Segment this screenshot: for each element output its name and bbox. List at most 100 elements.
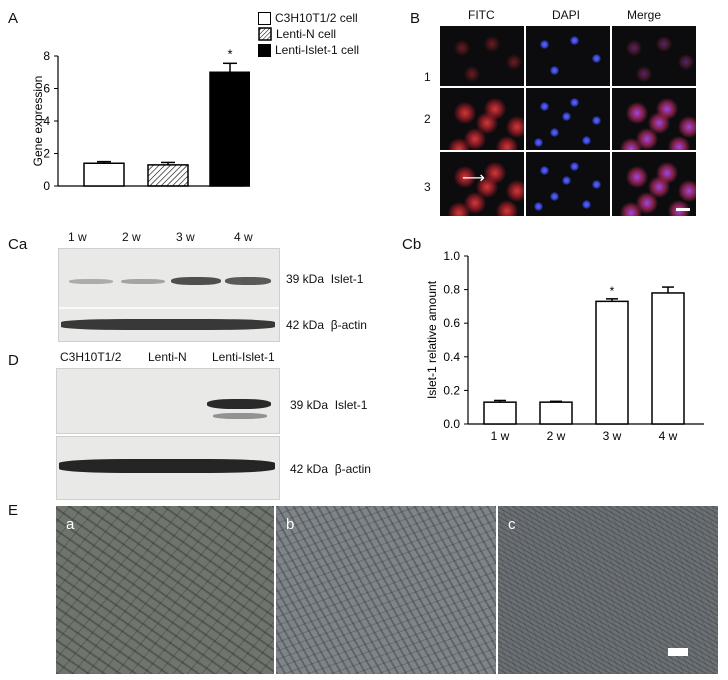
lane-label-c3h: C3H10T1/2 — [60, 350, 122, 364]
x-tick-label: 4 w — [659, 429, 678, 443]
lane-label-2w: 2 w — [122, 230, 141, 244]
nucleus — [534, 202, 543, 211]
nucleus — [582, 136, 591, 145]
cell — [678, 116, 696, 138]
cell — [476, 112, 498, 134]
blot-ca — [58, 248, 280, 342]
brightfield-image-a — [56, 506, 274, 674]
y-tick-label: 1.0 — [443, 249, 460, 263]
cell — [620, 202, 642, 216]
y-tick-label: 4 — [43, 114, 50, 128]
cell — [484, 36, 500, 52]
panel-label-d: D — [8, 352, 19, 369]
bar — [651, 292, 685, 425]
brightfield-image-b — [276, 506, 496, 674]
cell — [448, 138, 470, 150]
kda-value: 42 kDa — [286, 318, 325, 332]
nucleus — [562, 176, 571, 185]
band-islet-2w — [121, 279, 165, 284]
legend-swatch-hatch — [258, 27, 272, 41]
x-tick-label: 2 w — [547, 429, 566, 443]
cell — [464, 192, 486, 214]
significance-marker: * — [227, 46, 232, 61]
scale-bar-e — [668, 648, 688, 656]
fluor-tile-fitc-row2 — [440, 88, 524, 150]
fluor-tile-dapi-row3 — [526, 152, 610, 216]
y-tick-label: 0 — [43, 179, 50, 193]
row-label-1: 1 — [424, 70, 431, 84]
col-label-dapi: DAPI — [552, 8, 581, 22]
cell — [668, 136, 690, 150]
fluor-tile-merge-row2 — [612, 88, 696, 150]
cell — [506, 180, 524, 202]
lane-label-lenti-islet: Lenti-Islet-1 — [212, 350, 275, 364]
col-label-fitc: FITC — [468, 8, 495, 22]
y-tick-label: 8 — [43, 49, 50, 63]
kda-value: 39 kDa — [290, 398, 329, 412]
y-axis-label: Islet-1 relative amount — [425, 280, 439, 399]
fluor-tile-fitc-row3: ⟶ — [440, 152, 524, 216]
bar — [147, 164, 189, 187]
nucleus — [540, 40, 549, 49]
y-tick-label: 0.0 — [443, 417, 460, 431]
panel-label-ca: Ca — [8, 236, 28, 253]
cell — [626, 40, 642, 56]
cell — [506, 116, 524, 138]
nucleus — [592, 180, 601, 189]
lane-label-3w: 3 w — [176, 230, 195, 244]
legend-label: C3H10T1/2 cell — [275, 11, 358, 25]
fluor-tile-merge-row3 — [612, 152, 696, 216]
band-islet-1w — [69, 279, 113, 284]
lane-label-1w: 1 w — [68, 230, 87, 244]
legend-label: Lenti-Islet-1 cell — [275, 43, 360, 57]
cell — [506, 54, 522, 70]
cell — [656, 36, 672, 52]
band-islet-3w — [171, 277, 221, 285]
cell — [678, 54, 694, 70]
kda-label-islet-ca: 39 kDa Islet-1 — [286, 272, 363, 286]
nucleus — [550, 128, 559, 137]
y-tick-label: 0.2 — [443, 383, 460, 397]
y-tick-label: 2 — [43, 147, 50, 161]
legend-item-lenti-islet: Lenti-Islet-1 cell — [258, 42, 398, 58]
protein-name: Islet-1 — [330, 272, 364, 286]
blot-d-actin — [56, 436, 280, 500]
cell — [678, 180, 696, 202]
panel-label-e: E — [8, 502, 19, 519]
significance-marker: * — [610, 284, 615, 298]
cell — [454, 102, 476, 124]
scale-bar-b — [676, 208, 690, 211]
row-label-2: 2 — [424, 112, 431, 126]
nucleus — [540, 166, 549, 175]
y-tick-label: 0.8 — [443, 283, 460, 297]
fluor-tile-dapi-row2 — [526, 88, 610, 150]
cell — [648, 112, 670, 134]
arrow-icon: ⟶ — [462, 168, 485, 187]
bar — [83, 162, 125, 187]
protein-name: β-actin — [330, 318, 367, 332]
fluor-tile-merge-row1 — [612, 26, 696, 86]
panel-label-cb: Cb — [402, 236, 422, 253]
nucleus — [534, 138, 543, 147]
brightfield-image-c — [498, 506, 718, 674]
nucleus — [570, 162, 579, 171]
row-label-3: 3 — [424, 180, 431, 194]
blot-divider — [59, 307, 279, 309]
cell — [626, 166, 648, 188]
cell — [476, 176, 498, 198]
bar — [209, 71, 250, 187]
nucleus — [570, 98, 579, 107]
cell — [496, 136, 518, 150]
y-tick-label: 6 — [43, 82, 50, 96]
sublabel-a: a — [66, 516, 75, 533]
legend-item-c3h10t1: C3H10T1/2 cell — [258, 10, 398, 26]
chart-cb: 0.0 0.2 0.4 0.6 0.8 1.0 Islet-1 relative amoun… — [425, 249, 704, 443]
cell — [464, 128, 486, 150]
nucleus — [592, 54, 601, 63]
nucleus — [562, 112, 571, 121]
protein-name: β-actin — [334, 462, 371, 476]
y-axis-label: Gene expression — [31, 76, 45, 167]
sublabel-b: b — [286, 516, 295, 533]
cell — [636, 192, 658, 214]
cell — [626, 102, 648, 124]
